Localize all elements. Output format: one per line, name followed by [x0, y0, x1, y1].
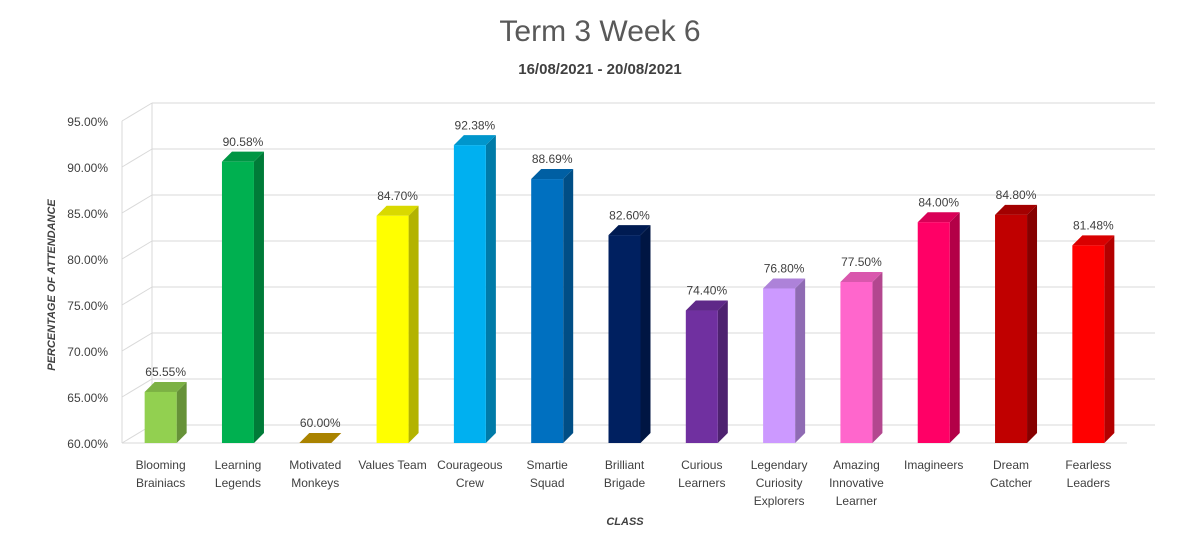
bar [995, 214, 1028, 443]
bar-top [144, 381, 187, 392]
bar-top [299, 433, 342, 443]
bar-side [1104, 235, 1115, 443]
y-tick-label: 80.00% [67, 253, 108, 267]
bar-side [563, 169, 574, 443]
x-tick-label: Amazing Innovative Learner [829, 458, 884, 508]
chart-subtitle: 16/08/2021 - 20/08/2021 [518, 61, 681, 78]
bar-top [995, 204, 1038, 215]
bar [531, 179, 564, 443]
grid-line-side [121, 286, 153, 306]
x-tick-label: Smartie Squad [526, 458, 568, 490]
y-tick-label: 75.00% [67, 299, 108, 313]
grid-line-side [121, 194, 153, 214]
bar [453, 145, 486, 443]
bar-top [531, 169, 574, 180]
bar [763, 288, 796, 443]
grid-line-side [121, 148, 153, 168]
data-label: 74.40% [686, 284, 727, 298]
data-label: 77.50% [841, 255, 882, 269]
bar-side [1027, 204, 1038, 443]
bar-side [640, 225, 651, 443]
bar [1072, 245, 1105, 443]
bar-top [608, 225, 651, 236]
bar-side [485, 135, 496, 443]
data-label: 76.80% [764, 262, 805, 276]
bar-side [795, 278, 806, 443]
grid-line-side [121, 102, 153, 122]
bar-top [221, 151, 264, 162]
data-label: 82.60% [609, 208, 650, 222]
bar [685, 310, 718, 443]
bar-side [253, 151, 264, 443]
chart-title: Term 3 Week 6 [499, 15, 700, 48]
y-tick-label: 90.00% [67, 161, 108, 175]
y-tick-label: 65.00% [67, 391, 108, 405]
x-tick-label: Dream Catcher [990, 458, 1033, 490]
y-axis-label: PERCENTAGE OF ATTENDANCE [46, 199, 58, 371]
bar [917, 222, 950, 443]
bar-top [917, 212, 960, 223]
bar-side [408, 205, 419, 443]
bar-top [763, 278, 806, 289]
y-tick-label: 85.00% [67, 207, 108, 221]
x-axis-label: CLASS [606, 516, 644, 528]
bar-side [717, 300, 728, 443]
x-tick-label: Values Team [358, 458, 427, 472]
bar-top [840, 272, 883, 282]
bar [221, 161, 254, 443]
bar [608, 235, 641, 443]
x-tick-label: Learning Legends [214, 458, 262, 490]
bar-top [1072, 235, 1115, 246]
data-label: 81.48% [1073, 219, 1114, 233]
x-tick-label: Curious Learners [678, 458, 726, 490]
data-label: 90.58% [223, 135, 264, 149]
grid-line-side [121, 332, 153, 352]
grid-line-side [121, 378, 153, 398]
bar-side [949, 212, 960, 443]
bar [144, 391, 177, 443]
y-tick-label: 70.00% [67, 345, 108, 359]
bar-top [453, 135, 496, 146]
x-tick-label: Courageous Crew [437, 458, 503, 490]
bar-top [685, 300, 728, 311]
x-tick-label: Fearless Leaders [1065, 458, 1112, 490]
y-tick-label: 60.00% [67, 437, 108, 451]
data-label: 65.55% [145, 365, 186, 379]
data-label: 84.80% [996, 188, 1037, 202]
bar-top [376, 205, 419, 216]
x-tick-label: Motivated Monkeys [289, 458, 342, 490]
bar [840, 282, 873, 443]
data-label: 60.00% [300, 416, 341, 430]
y-tick-label: 95.00% [67, 115, 108, 129]
data-label: 84.00% [918, 195, 959, 209]
bar-side [872, 272, 883, 443]
x-tick-label: Blooming Brainiacs [135, 458, 186, 490]
grid-line-side [121, 240, 153, 260]
data-label: 92.38% [455, 118, 496, 132]
x-tick-label: Legendary Curiosity Explorers [750, 458, 808, 508]
x-tick-label: Imagineers [904, 458, 964, 472]
data-label: 84.70% [377, 189, 418, 203]
bar-side [176, 381, 187, 443]
x-tick-label: Brilliant Brigade [603, 458, 646, 490]
bar [376, 215, 409, 443]
data-label: 88.69% [532, 152, 573, 166]
